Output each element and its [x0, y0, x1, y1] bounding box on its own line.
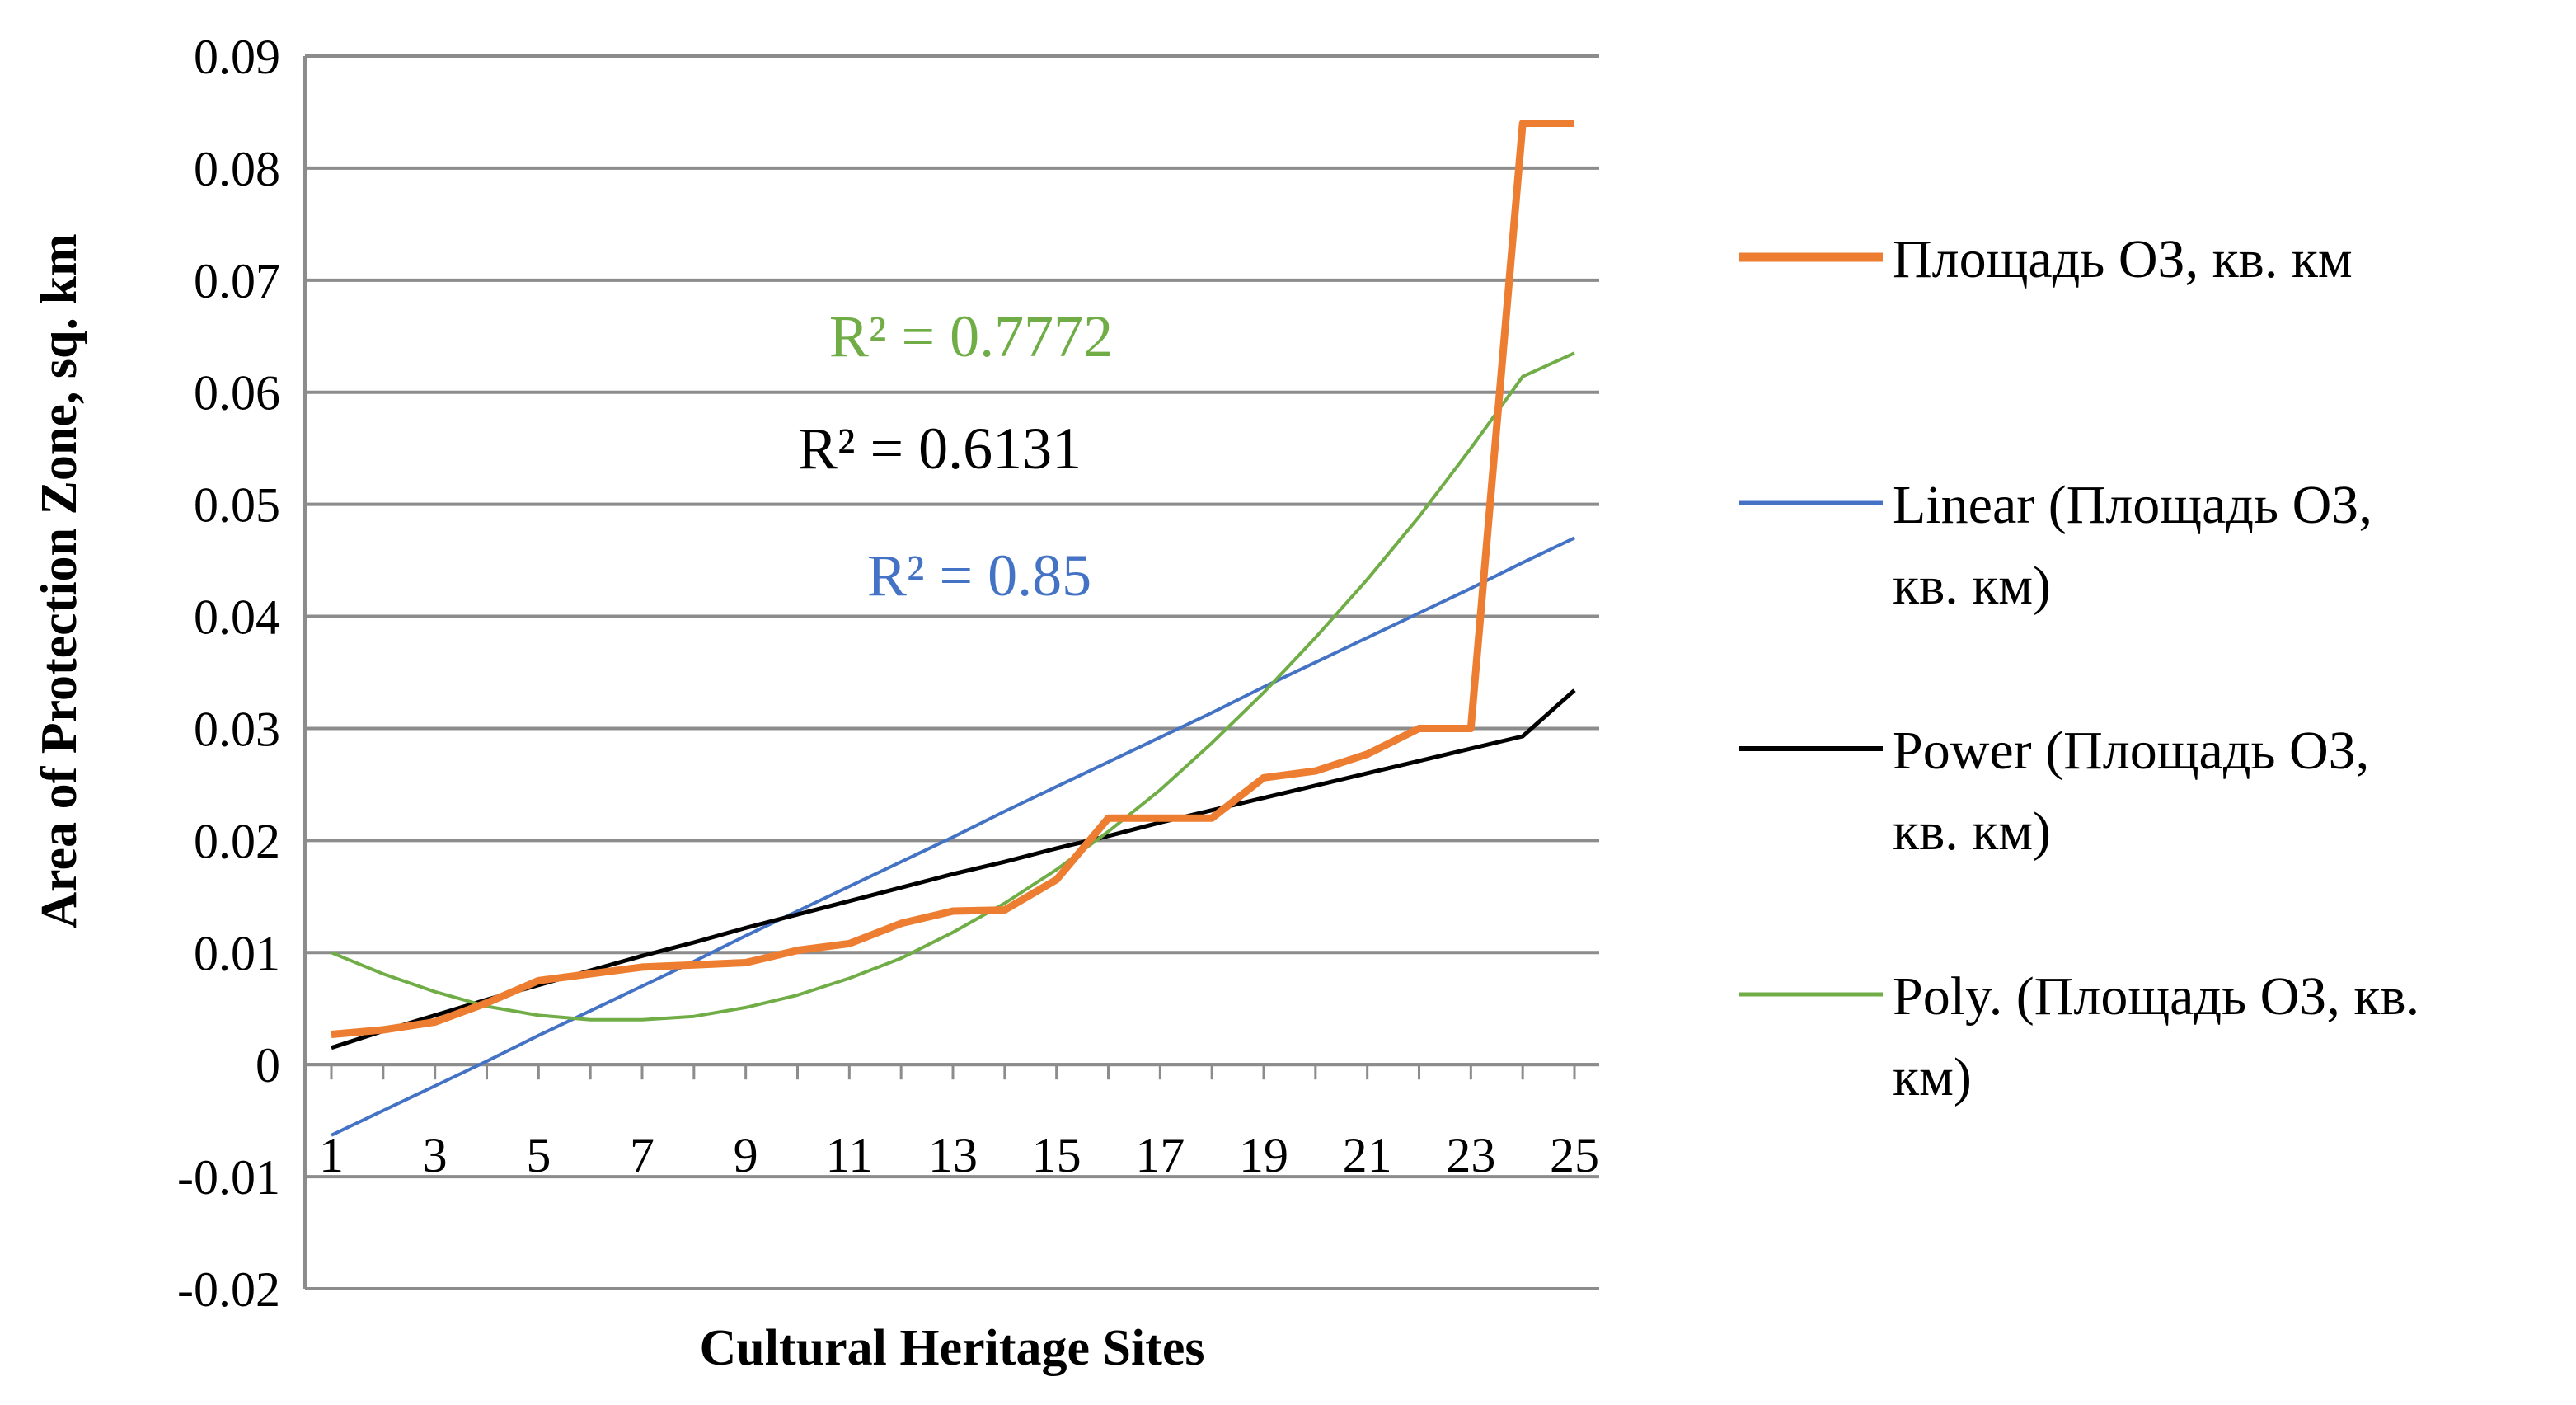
y-tick-label: 0.08	[194, 142, 280, 196]
y-tick-label: -0.01	[177, 1150, 280, 1205]
x-tick-label: 11	[825, 1128, 873, 1182]
x-tick-label: 17	[1135, 1128, 1185, 1182]
y-tick-labels: 0.09 0.08 0.07 0.06 0.05 0.04 0.03 0.02 0.01 0 -0.…	[177, 30, 280, 1317]
y-tick-label: 0.03	[194, 702, 280, 756]
x-tick-label: 23	[1446, 1128, 1495, 1182]
x-tick-label: 25	[1550, 1128, 1599, 1182]
legend-label: кв. км)	[1893, 801, 2051, 862]
legend-label: Power (Площадь ОЗ,	[1893, 721, 2369, 781]
legend-label: Площадь ОЗ, кв. км	[1893, 229, 2353, 289]
r-squared-label: R² = 0.6131	[798, 416, 1082, 482]
y-tick-label: 0.04	[194, 590, 280, 645]
series-line-1	[331, 536, 1575, 1137]
x-tick-label: 7	[630, 1128, 655, 1182]
x-tick-label: 9	[734, 1128, 758, 1182]
y-tick-label: 0	[256, 1038, 280, 1093]
x-tick-label: 13	[928, 1128, 978, 1182]
legend-label: Linear (Площадь ОЗ,	[1893, 475, 2372, 535]
x-tick-label: 5	[526, 1128, 551, 1182]
y-axis-title: Area of Protection Zone, sq. km	[31, 233, 87, 928]
series-line-3	[331, 351, 1575, 1022]
y-tick-label: 0.09	[194, 30, 280, 84]
y-tick-label: -0.02	[177, 1262, 280, 1317]
y-tick-label: 0.01	[194, 926, 280, 980]
legend-label: кв. км)	[1893, 556, 2051, 616]
axes	[303, 56, 1599, 1289]
y-tick-label: 0.07	[194, 254, 280, 308]
y-tick-label: 0.06	[194, 366, 280, 421]
legend: Площадь ОЗ, кв. км Linear (Площадь ОЗ, кв.…	[1739, 229, 2419, 1107]
r-squared-label: R² = 0.85	[867, 543, 1091, 609]
r-squared-annotations: R² = 0.7772 R² = 0.6131 R² = 0.85	[798, 303, 1113, 609]
x-tick-label: 3	[423, 1128, 448, 1182]
legend-label: Poly. (Площадь ОЗ, кв.	[1893, 966, 2419, 1027]
x-tick-label: 15	[1032, 1128, 1082, 1182]
legend-label: км)	[1893, 1047, 1972, 1107]
x-tick-labels: 1 3 5 7 9 11 13 15 17 19 21 23 25	[319, 1128, 1599, 1182]
x-tick-label: 21	[1343, 1128, 1392, 1182]
series-line-0	[331, 120, 1574, 1038]
y-tick-label: 0.05	[194, 478, 280, 533]
x-tick-label: 19	[1239, 1128, 1288, 1182]
series-lines	[331, 120, 1576, 1137]
y-tick-label: 0.02	[194, 814, 280, 868]
x-tick-label: 1	[319, 1128, 344, 1182]
x-axis-title: Cultural Heritage Sites	[699, 1320, 1204, 1376]
r-squared-label: R² = 0.7772	[829, 303, 1113, 369]
series-line-2	[331, 688, 1576, 1050]
